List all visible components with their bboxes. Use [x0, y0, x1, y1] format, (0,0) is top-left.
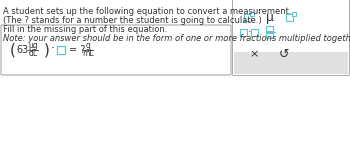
Text: (The ? stands for a number the student is going to calculate.): (The ? stands for a number the student i… — [3, 16, 262, 25]
FancyBboxPatch shape — [251, 29, 258, 36]
Text: Note: your answer should be in the form of one or more fractions multiplied toge: Note: your answer should be in the form … — [3, 34, 350, 43]
FancyBboxPatch shape — [286, 14, 293, 21]
FancyBboxPatch shape — [232, 0, 350, 75]
Text: ×: × — [249, 49, 259, 59]
FancyBboxPatch shape — [57, 46, 65, 54]
Text: mL: mL — [82, 50, 94, 58]
Text: 63.: 63. — [16, 45, 31, 55]
FancyBboxPatch shape — [244, 14, 251, 21]
Text: (: ( — [10, 42, 16, 58]
Text: A student sets up the following equation to convert a measurement.: A student sets up the following equation… — [3, 7, 292, 16]
Text: ↺: ↺ — [279, 47, 289, 60]
Text: ·: · — [248, 27, 252, 37]
FancyBboxPatch shape — [266, 33, 273, 38]
FancyBboxPatch shape — [1, 25, 231, 75]
FancyBboxPatch shape — [250, 12, 254, 16]
Text: Fill in the missing part of this equation.: Fill in the missing part of this equatio… — [3, 25, 167, 34]
Text: ): ) — [44, 42, 50, 58]
FancyBboxPatch shape — [240, 29, 247, 36]
Text: µg: µg — [28, 41, 38, 51]
Text: dL: dL — [28, 50, 37, 58]
Text: g: g — [85, 41, 90, 51]
Text: μ: μ — [266, 11, 274, 23]
FancyBboxPatch shape — [266, 26, 273, 31]
FancyBboxPatch shape — [292, 12, 296, 16]
Text: = ?: = ? — [69, 45, 85, 55]
FancyBboxPatch shape — [234, 52, 348, 74]
Text: ·: · — [51, 42, 55, 56]
